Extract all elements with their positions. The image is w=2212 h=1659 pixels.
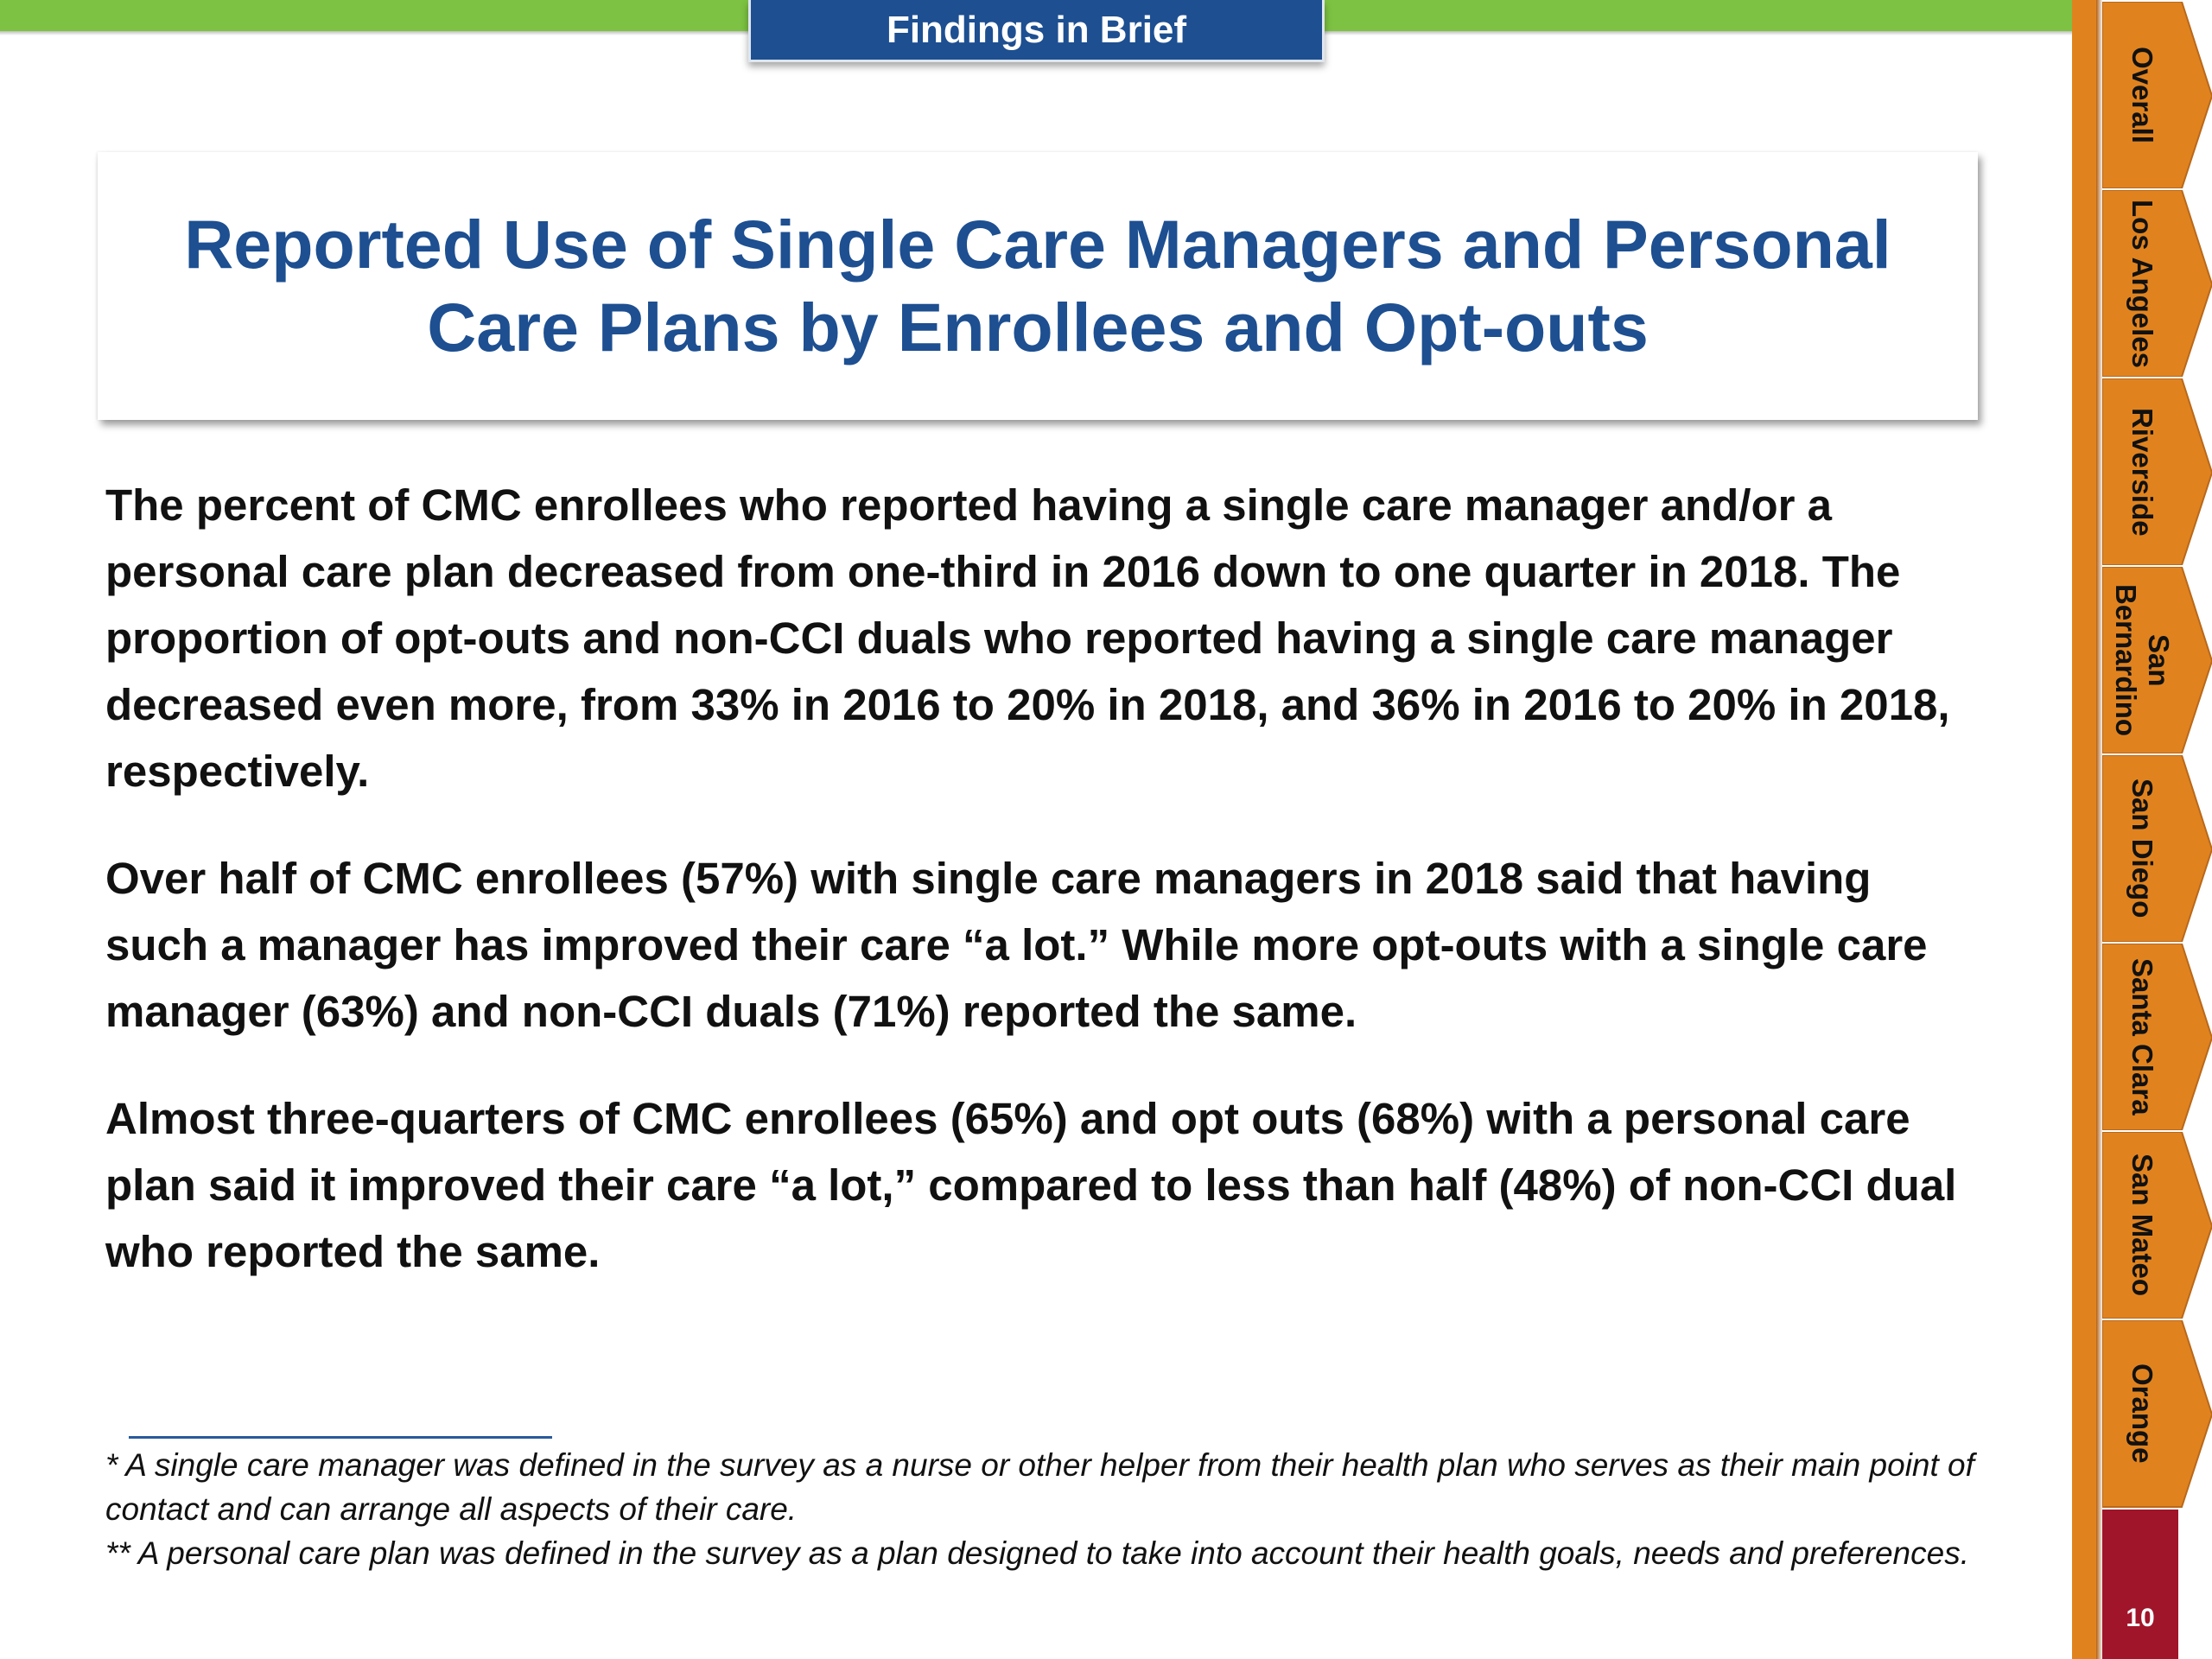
findings-body: The percent of CMC enrollees who reporte… <box>105 472 1980 1325</box>
side-tab-label: San Bernardino <box>2110 583 2175 737</box>
side-tab-overall[interactable]: Overall <box>2102 0 2212 189</box>
tab-arrow-shape <box>2102 1320 2212 1508</box>
tab-arrow-shape <box>2102 1132 2212 1319</box>
finding-paragraph: The percent of CMC enrollees who reporte… <box>105 480 1950 796</box>
side-tab-label: Overall <box>2126 47 2158 143</box>
section-header-label: Findings in Brief <box>886 8 1187 51</box>
finding-paragraph: Almost three-quarters of CMC enrollees (… <box>105 1094 1957 1276</box>
page-number: 10 <box>2126 1604 2155 1632</box>
tab-arrow-shape <box>2102 567 2212 754</box>
side-tab-label: San Mateo <box>2126 1154 2158 1297</box>
tab-arrow-shape <box>2102 755 2212 943</box>
page-title: Reported Use of Single Care Managers and… <box>184 206 1891 365</box>
tab-arrow-shape <box>2102 378 2212 566</box>
side-tab-label: San Diego <box>2126 779 2158 918</box>
tab-arrow-shape <box>2102 190 2212 378</box>
section-header-tab: Findings in Brief <box>748 0 1325 62</box>
tab-arrow-shape <box>2102 944 2212 1131</box>
side-nav-strip <box>2072 0 2096 1659</box>
side-tab-san-bernardino[interactable]: San Bernardino <box>2102 565 2212 754</box>
side-tab-san-mateo[interactable]: San Mateo <box>2102 1130 2212 1319</box>
side-tab-los-angeles[interactable]: Los Angeles <box>2102 188 2212 378</box>
side-tab-riverside[interactable]: Riverside <box>2102 377 2212 566</box>
side-tab-san-diego[interactable]: San Diego <box>2102 753 2212 943</box>
title-card: Reported Use of Single Care Managers and… <box>98 152 1978 420</box>
side-tab-orange[interactable]: Orange <box>2102 1319 2212 1508</box>
footnote: ** A personal care plan was defined in t… <box>105 1535 1969 1571</box>
footnote-divider <box>129 1436 552 1439</box>
side-tab-santa-clara[interactable]: Santa Clara <box>2102 942 2212 1131</box>
side-tab-label: Orange <box>2126 1363 2158 1464</box>
side-tab-label: Los Angeles <box>2126 199 2158 368</box>
tab-arrow-shape <box>2102 2 2212 189</box>
side-tab-label: Riverside <box>2126 407 2158 537</box>
finding-paragraph: Over half of CMC enrollees (57%) with si… <box>105 854 1928 1036</box>
side-tab-label: Santa Clara <box>2126 958 2158 1116</box>
side-nav-strip-edge <box>2096 0 2102 1659</box>
footnotes: * A single care manager was defined in t… <box>105 1443 1980 1575</box>
page-number-tab <box>2102 1510 2178 1659</box>
footnote: * A single care manager was defined in t… <box>105 1447 1974 1527</box>
